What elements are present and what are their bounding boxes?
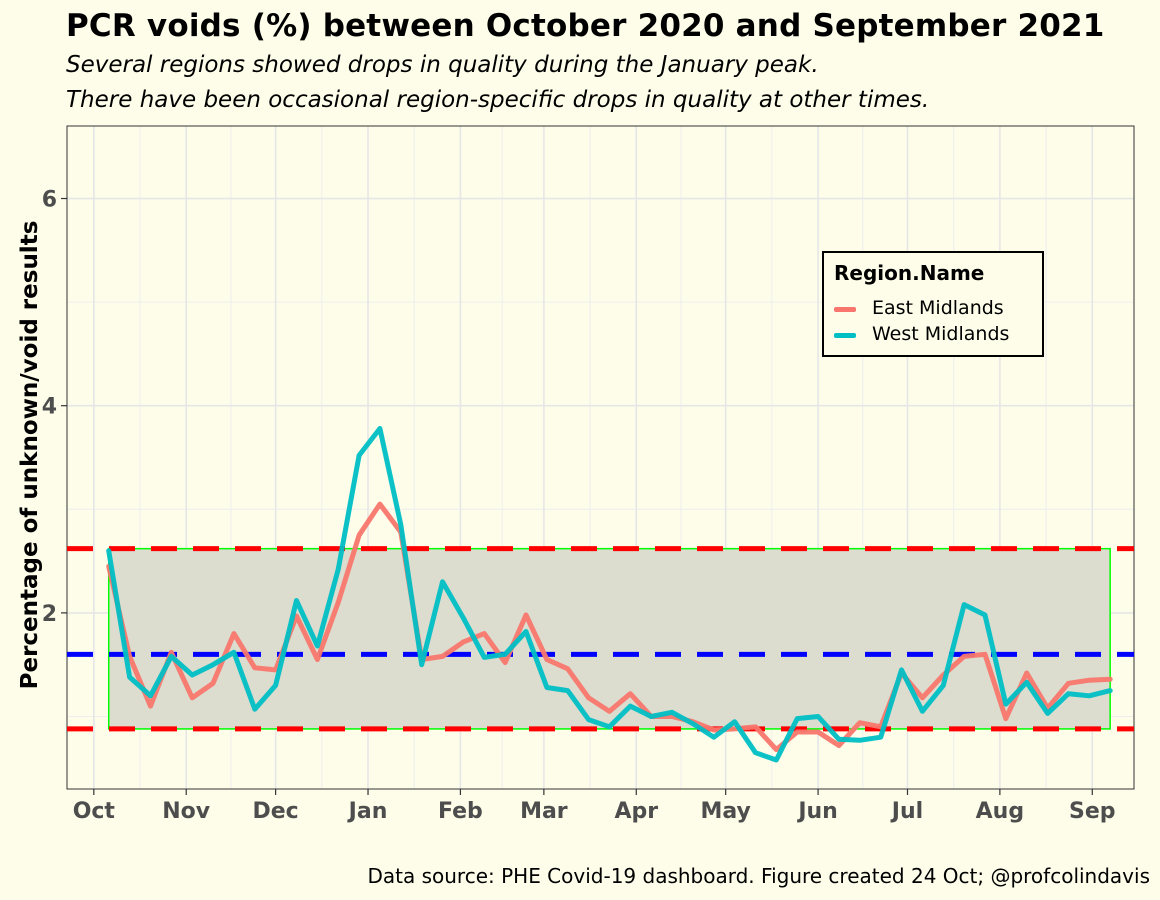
legend-swatch-west-midlands: [834, 333, 856, 338]
series-line-east-midlands: [106, 501, 1113, 753]
y-axis-label: Percentage of unknown/void results: [17, 220, 43, 690]
x-tick-label: Jan: [347, 799, 388, 824]
chart-subtitle-line-2: There have been occasional region-specif…: [66, 87, 930, 113]
x-tick-label: Apr: [614, 799, 658, 824]
legend: Region.Name East Midlands West Midlands: [822, 251, 1044, 357]
y-tick-label: 2: [42, 602, 57, 627]
x-tick-label: Feb: [438, 799, 483, 824]
x-tick-label: Jul: [890, 799, 923, 824]
data-source-caption: Data source: PHE Covid-19 dashboard. Fig…: [367, 864, 1150, 888]
legend-label-west-midlands: West Midlands: [872, 323, 1010, 345]
legend-item-west-midlands: West Midlands: [834, 323, 1039, 347]
x-tick-label: Mar: [520, 799, 568, 824]
x-tick-label: May: [700, 799, 750, 824]
series-line-west-midlands: [106, 426, 1113, 763]
x-tick-label: Aug: [976, 799, 1024, 824]
legend-swatch-east-midlands: [834, 307, 856, 312]
x-tick-label: Sep: [1069, 799, 1116, 824]
plot-panel-border: [66, 125, 1135, 790]
x-tick-label: Oct: [73, 799, 116, 824]
x-tick-label: Jun: [796, 799, 838, 824]
y-tick-label: 6: [42, 188, 57, 213]
legend-label-east-midlands: East Midlands: [872, 297, 1004, 319]
x-tick-label: Dec: [253, 799, 299, 824]
x-tick-label: Nov: [162, 799, 211, 824]
chart-subtitle-line-1: Several regions showed drops in quality …: [66, 52, 819, 78]
legend-title: Region.Name: [834, 261, 985, 285]
legend-item-east-midlands: East Midlands: [834, 297, 1039, 321]
y-tick-label: 4: [42, 395, 57, 420]
chart-title: PCR voids (%) between October 2020 and S…: [66, 8, 1105, 44]
control-band: [107, 547, 1111, 730]
